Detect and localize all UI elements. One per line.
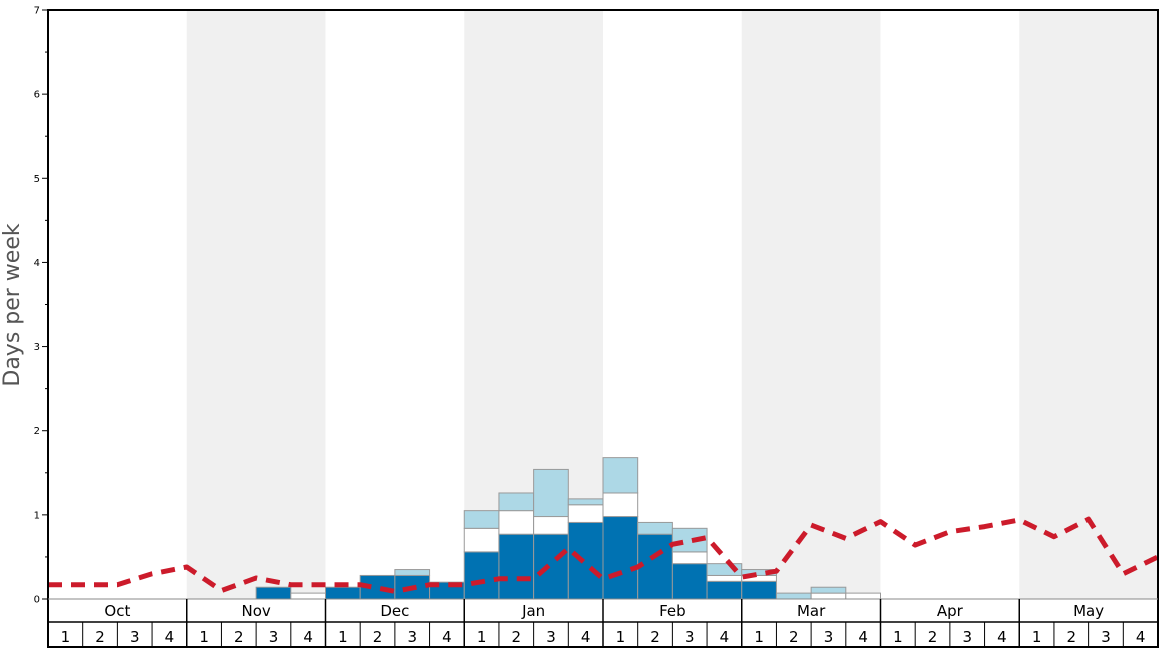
week-label: 3 xyxy=(407,628,417,646)
line-series-path xyxy=(48,516,1160,594)
week-label: 2 xyxy=(1067,628,1077,646)
bar-segment xyxy=(498,492,535,512)
bar-segment xyxy=(533,468,569,518)
week-label: 4 xyxy=(442,628,452,646)
week-label: 1 xyxy=(1032,628,1042,646)
bar-segment xyxy=(637,521,673,535)
week-label: 4 xyxy=(720,628,730,646)
week-label: 4 xyxy=(858,628,868,646)
month-label: Mar xyxy=(797,602,826,620)
week-label: 4 xyxy=(165,628,175,646)
week-label: 4 xyxy=(997,628,1007,646)
bar-segment xyxy=(775,592,812,600)
bar-segment xyxy=(533,516,569,535)
bar-segment xyxy=(290,592,326,600)
month-label: Jan xyxy=(521,602,545,620)
bar-segment xyxy=(637,533,673,600)
bar-segment xyxy=(706,580,743,600)
bar-segment xyxy=(602,492,639,518)
week-label: 2 xyxy=(95,628,105,646)
bar-segment xyxy=(498,533,535,600)
week-label: 1 xyxy=(61,628,71,646)
month-label: Apr xyxy=(937,602,964,620)
month-band-mar xyxy=(741,10,881,599)
month-bands xyxy=(186,10,1158,599)
y-tick-label: 5 xyxy=(34,174,40,185)
week-label: 1 xyxy=(754,628,764,646)
bar-segment xyxy=(533,533,569,600)
y-tick-label: 0 xyxy=(34,595,40,606)
week-label: 2 xyxy=(928,628,938,646)
bar-segment xyxy=(463,551,500,600)
week-label: 3 xyxy=(546,628,556,646)
week-label: 1 xyxy=(477,628,487,646)
x-axis: Oct 1 2 3 4 Nov 1 2 3 4 Dec 1 2 3 4 Jan 1 2 3 4 Feb 1 2 3 4 Mar 1 2… xyxy=(61,599,1146,647)
bar-segment xyxy=(463,527,500,553)
week-label: 2 xyxy=(234,628,244,646)
bar-segment xyxy=(498,510,535,535)
bar-segment xyxy=(567,504,604,523)
bar-segment xyxy=(602,516,639,600)
y-axis-title: Days per week xyxy=(0,223,25,386)
bar-segment xyxy=(671,551,708,565)
month-label: Nov xyxy=(241,602,270,620)
week-label: 3 xyxy=(962,628,972,646)
week-label: 4 xyxy=(1136,628,1146,646)
bar-segment xyxy=(671,527,708,553)
bar-segment xyxy=(463,510,500,529)
bar-segment xyxy=(394,569,431,576)
y-tick-label: 3 xyxy=(34,342,40,353)
bar-segment xyxy=(810,592,847,600)
y-tick-label: 6 xyxy=(34,90,40,101)
month-band-may xyxy=(1019,10,1158,599)
bar-segment xyxy=(845,592,881,600)
week-label: 3 xyxy=(269,628,279,646)
month-label: Oct xyxy=(104,602,130,620)
week-label: 2 xyxy=(512,628,522,646)
bar-segment xyxy=(567,521,604,600)
y-tick-label: 7 xyxy=(34,6,40,17)
bar-segment xyxy=(741,580,777,600)
bar-segment xyxy=(671,563,708,600)
month-label: May xyxy=(1073,602,1104,620)
week-label: 3 xyxy=(685,628,695,646)
y-tick-label: 4 xyxy=(34,258,40,269)
month-band-nov xyxy=(186,10,326,599)
week-label: 1 xyxy=(338,628,348,646)
bar-segment xyxy=(325,586,361,600)
week-label: 2 xyxy=(650,628,660,646)
bar-segment xyxy=(810,586,847,594)
week-label: 3 xyxy=(130,628,140,646)
line-series xyxy=(48,516,1160,594)
month-label: Feb xyxy=(659,602,686,620)
bar-segment xyxy=(706,574,743,582)
week-label: 3 xyxy=(824,628,834,646)
week-label: 1 xyxy=(199,628,209,646)
y-tick-label: 1 xyxy=(34,510,40,521)
week-label: 4 xyxy=(303,628,313,646)
week-label: 1 xyxy=(893,628,903,646)
bar-segment xyxy=(255,586,292,600)
y-axis: 0 1 2 3 4 5 6 7 xyxy=(34,6,48,606)
week-label: 2 xyxy=(373,628,383,646)
week-label: 1 xyxy=(616,628,626,646)
bar-segment xyxy=(567,498,604,506)
bar-segment xyxy=(602,457,639,494)
y-tick-label: 2 xyxy=(34,426,40,437)
month-label: Dec xyxy=(380,602,409,620)
week-label: 3 xyxy=(1101,628,1111,646)
week-label: 2 xyxy=(789,628,799,646)
week-label: 4 xyxy=(581,628,591,646)
